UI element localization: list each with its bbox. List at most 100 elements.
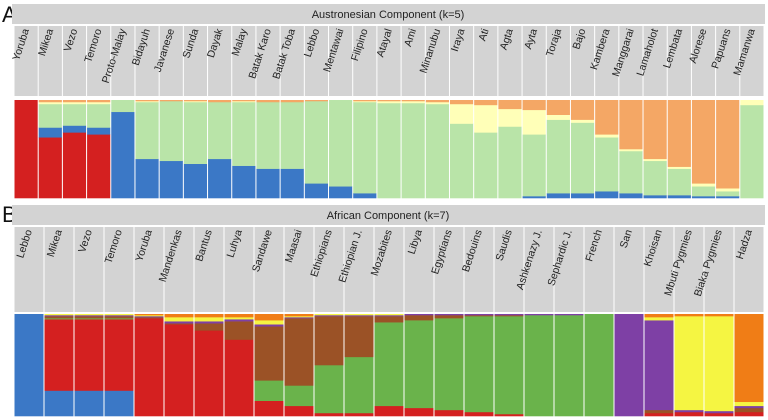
ancestry-segment — [464, 314, 494, 316]
ancestry-segment — [284, 316, 314, 318]
ancestry-segment — [494, 413, 524, 417]
population-alorese: Alorese — [687, 26, 716, 199]
label-cell — [62, 26, 87, 96]
ancestry-segment — [194, 321, 224, 324]
ancestry-segment — [74, 318, 104, 320]
ancestry-segment — [374, 405, 404, 417]
ancestry-segment — [284, 314, 314, 317]
ancestry-segment — [644, 317, 674, 321]
label-cell — [425, 26, 449, 96]
ancestry-segment — [667, 195, 691, 199]
ancestry-segment — [104, 318, 134, 320]
ancestry-segment — [570, 193, 595, 199]
ancestry-segment — [194, 314, 224, 318]
ancestry-segment — [194, 323, 224, 331]
label-cell — [314, 227, 344, 312]
population-sephardic-j: Sephardic J. — [545, 227, 584, 417]
ancestry-segment — [135, 158, 159, 199]
ancestry-segment — [256, 168, 280, 199]
label-cell — [474, 26, 498, 96]
population-dayak: Dayak — [205, 26, 232, 199]
ancestry-segment — [546, 193, 570, 199]
ancestry-segment — [464, 411, 494, 417]
ancestry-segment — [425, 101, 449, 105]
ancestry-segment — [546, 100, 570, 115]
ancestry-segment — [74, 314, 104, 316]
population-vezo: Vezo — [62, 26, 87, 199]
ancestry-segment — [353, 101, 377, 194]
population-libya: Libya — [404, 227, 434, 417]
ancestry-segment — [232, 165, 256, 199]
label-cell — [704, 227, 734, 312]
population-filipino: Filipino — [349, 26, 377, 199]
ancestry-segment — [570, 119, 595, 123]
label-cell — [344, 227, 374, 312]
ancestry-segment — [404, 407, 434, 417]
population-papuans: Papuans — [709, 26, 740, 199]
ancestry-segment — [183, 100, 208, 103]
ancestry-segment — [208, 158, 232, 199]
label-cell — [111, 26, 135, 96]
ancestry-segment — [44, 316, 74, 319]
label-cell — [498, 26, 522, 96]
ancestry-segment — [164, 321, 194, 324]
ancestry-segment — [644, 409, 674, 414]
ancestry-segment — [643, 160, 667, 196]
label-cell — [183, 26, 208, 96]
label-cell — [524, 227, 554, 312]
population-sandawe: Sandawe — [250, 227, 284, 417]
ancestry-segment — [134, 317, 164, 319]
ancestry-segment — [434, 315, 464, 319]
ancestry-segment — [87, 127, 111, 135]
ancestry-segment — [740, 104, 764, 199]
label-cell — [14, 227, 44, 312]
population-toraja: Toraja — [544, 26, 570, 199]
ancestry-segment — [104, 314, 134, 316]
ancestry-segment — [134, 315, 164, 317]
population-javanese: Javanese — [152, 26, 183, 199]
population-yoruba: Yoruba — [133, 227, 164, 417]
label-cell — [449, 26, 474, 96]
ancestry-segment — [644, 314, 674, 318]
ancestry-segment — [595, 137, 619, 192]
ancestry-segment — [595, 191, 619, 199]
ancestry-segment — [254, 324, 284, 327]
ancestry-segment — [194, 330, 224, 417]
ancestry-segment — [674, 316, 704, 411]
ancestry-segment — [734, 401, 764, 407]
ancestry-segment — [644, 412, 674, 417]
ancestry-segment — [494, 316, 524, 415]
label-cell — [134, 227, 164, 312]
ancestry-segment — [232, 100, 256, 102]
ancestry-segment — [449, 103, 474, 124]
ancestry-segment — [353, 100, 377, 103]
ancestry-segment — [164, 323, 194, 325]
ancestry-segment — [284, 318, 314, 386]
ancestry-segment — [704, 412, 734, 417]
ancestry-segment — [494, 314, 524, 316]
ancestry-segment — [38, 100, 62, 103]
population-lebbo: Lebbo — [14, 227, 44, 417]
ancestry-segment — [135, 101, 159, 160]
ancestry-segment — [522, 109, 546, 135]
ancestry-segment — [643, 100, 667, 160]
label-cell — [644, 227, 674, 312]
population-bidayuh: Bidayuh — [130, 26, 159, 199]
label-cell — [494, 227, 524, 312]
label-cell — [404, 227, 434, 312]
ancestry-segment — [208, 101, 232, 160]
ancestry-segment — [74, 319, 104, 391]
population-khoisan: Khoisan — [642, 227, 674, 417]
ancestry-segment — [546, 119, 570, 194]
ancestry-segment — [674, 409, 704, 413]
ancestry-segment — [254, 380, 284, 401]
ancestry-segment — [254, 326, 284, 381]
population-batak-karo: Batak Karo — [246, 26, 280, 199]
population-columns-b: Lebbo Mikea Vezo Temoro Yoruba Mandenkas Bantu… — [14, 227, 764, 417]
ancestry-segment — [522, 196, 546, 199]
label-cell — [584, 227, 614, 312]
ancestry-segment — [374, 322, 404, 407]
ancestry-segment — [44, 319, 74, 391]
ancestry-segment — [434, 318, 464, 411]
